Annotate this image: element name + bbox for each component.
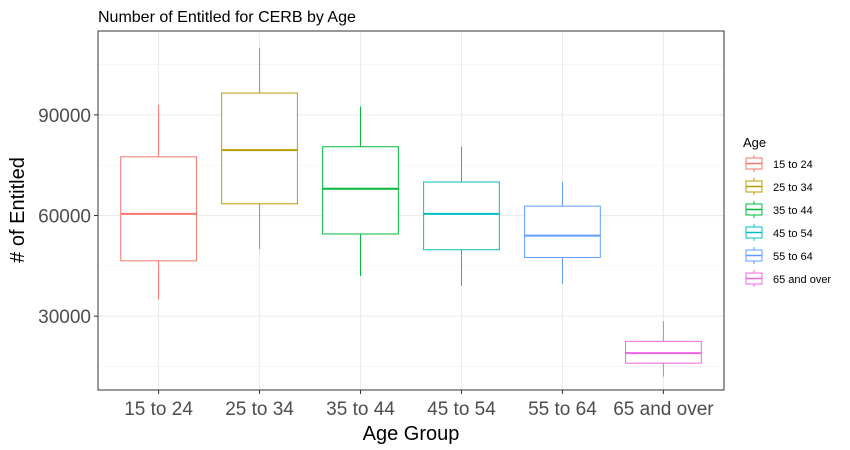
legend-title: Age: [743, 135, 766, 150]
legend-item: 55 to 64: [743, 247, 813, 264]
x-tick-label: 15 to 24: [124, 399, 193, 420]
legend-item: 25 to 34: [743, 178, 813, 195]
y-axis-ticks: 30000 60000 90000: [38, 106, 98, 328]
y-tick-label: 60000: [38, 207, 91, 228]
legend-label: 65 and over: [773, 274, 831, 286]
x-tick-label: 65 and over: [613, 399, 714, 420]
panel-border: [97, 30, 725, 391]
box-iqr: [322, 146, 399, 235]
box-35-to-44: [322, 106, 399, 276]
box-55-to-64: [524, 181, 601, 285]
box-65-and-over: [625, 321, 702, 377]
legend-item: 45 to 54: [743, 224, 813, 241]
y-tick-label: 30000: [38, 307, 91, 328]
x-tick-label: 35 to 44: [326, 399, 395, 420]
x-tick-label: 55 to 64: [528, 399, 597, 420]
box-45-to-54: [423, 146, 500, 286]
x-tick-label: 45 to 54: [427, 399, 496, 420]
chart-title: Number of Entitled for CERB by Age: [98, 9, 356, 26]
box-25-to-34: [221, 47, 298, 250]
legend-label: 55 to 64: [773, 251, 813, 263]
legend-item: 35 to 44: [743, 201, 813, 218]
legend-label: 35 to 44: [773, 205, 813, 217]
legend-label: 25 to 34: [773, 182, 813, 194]
legend: Age 15 to 24 25 to 34 35 to 44 45 to 54 55 t…: [743, 135, 831, 287]
legend-label: 45 to 54: [773, 228, 813, 240]
box-15-to-24: [120, 104, 197, 300]
x-axis-ticks: 15 to 24 25 to 34 35 to 44 45 to 54 55 to 64…: [124, 390, 714, 420]
legend-item: 15 to 24: [743, 155, 813, 172]
x-axis-title: Age Group: [363, 423, 460, 445]
box-iqr: [120, 156, 197, 262]
box-iqr: [221, 92, 298, 205]
legend-item: 65 and over: [743, 270, 831, 287]
box-iqr: [423, 181, 500, 251]
legend-label: 15 to 24: [773, 159, 813, 171]
y-axis-title: # of Entitled: [7, 157, 29, 263]
box-iqr: [524, 205, 601, 258]
x-tick-label: 25 to 34: [225, 399, 294, 420]
y-tick-label: 90000: [38, 106, 91, 127]
plot-panel: [98, 31, 724, 390]
boxes-layer: [120, 47, 702, 377]
